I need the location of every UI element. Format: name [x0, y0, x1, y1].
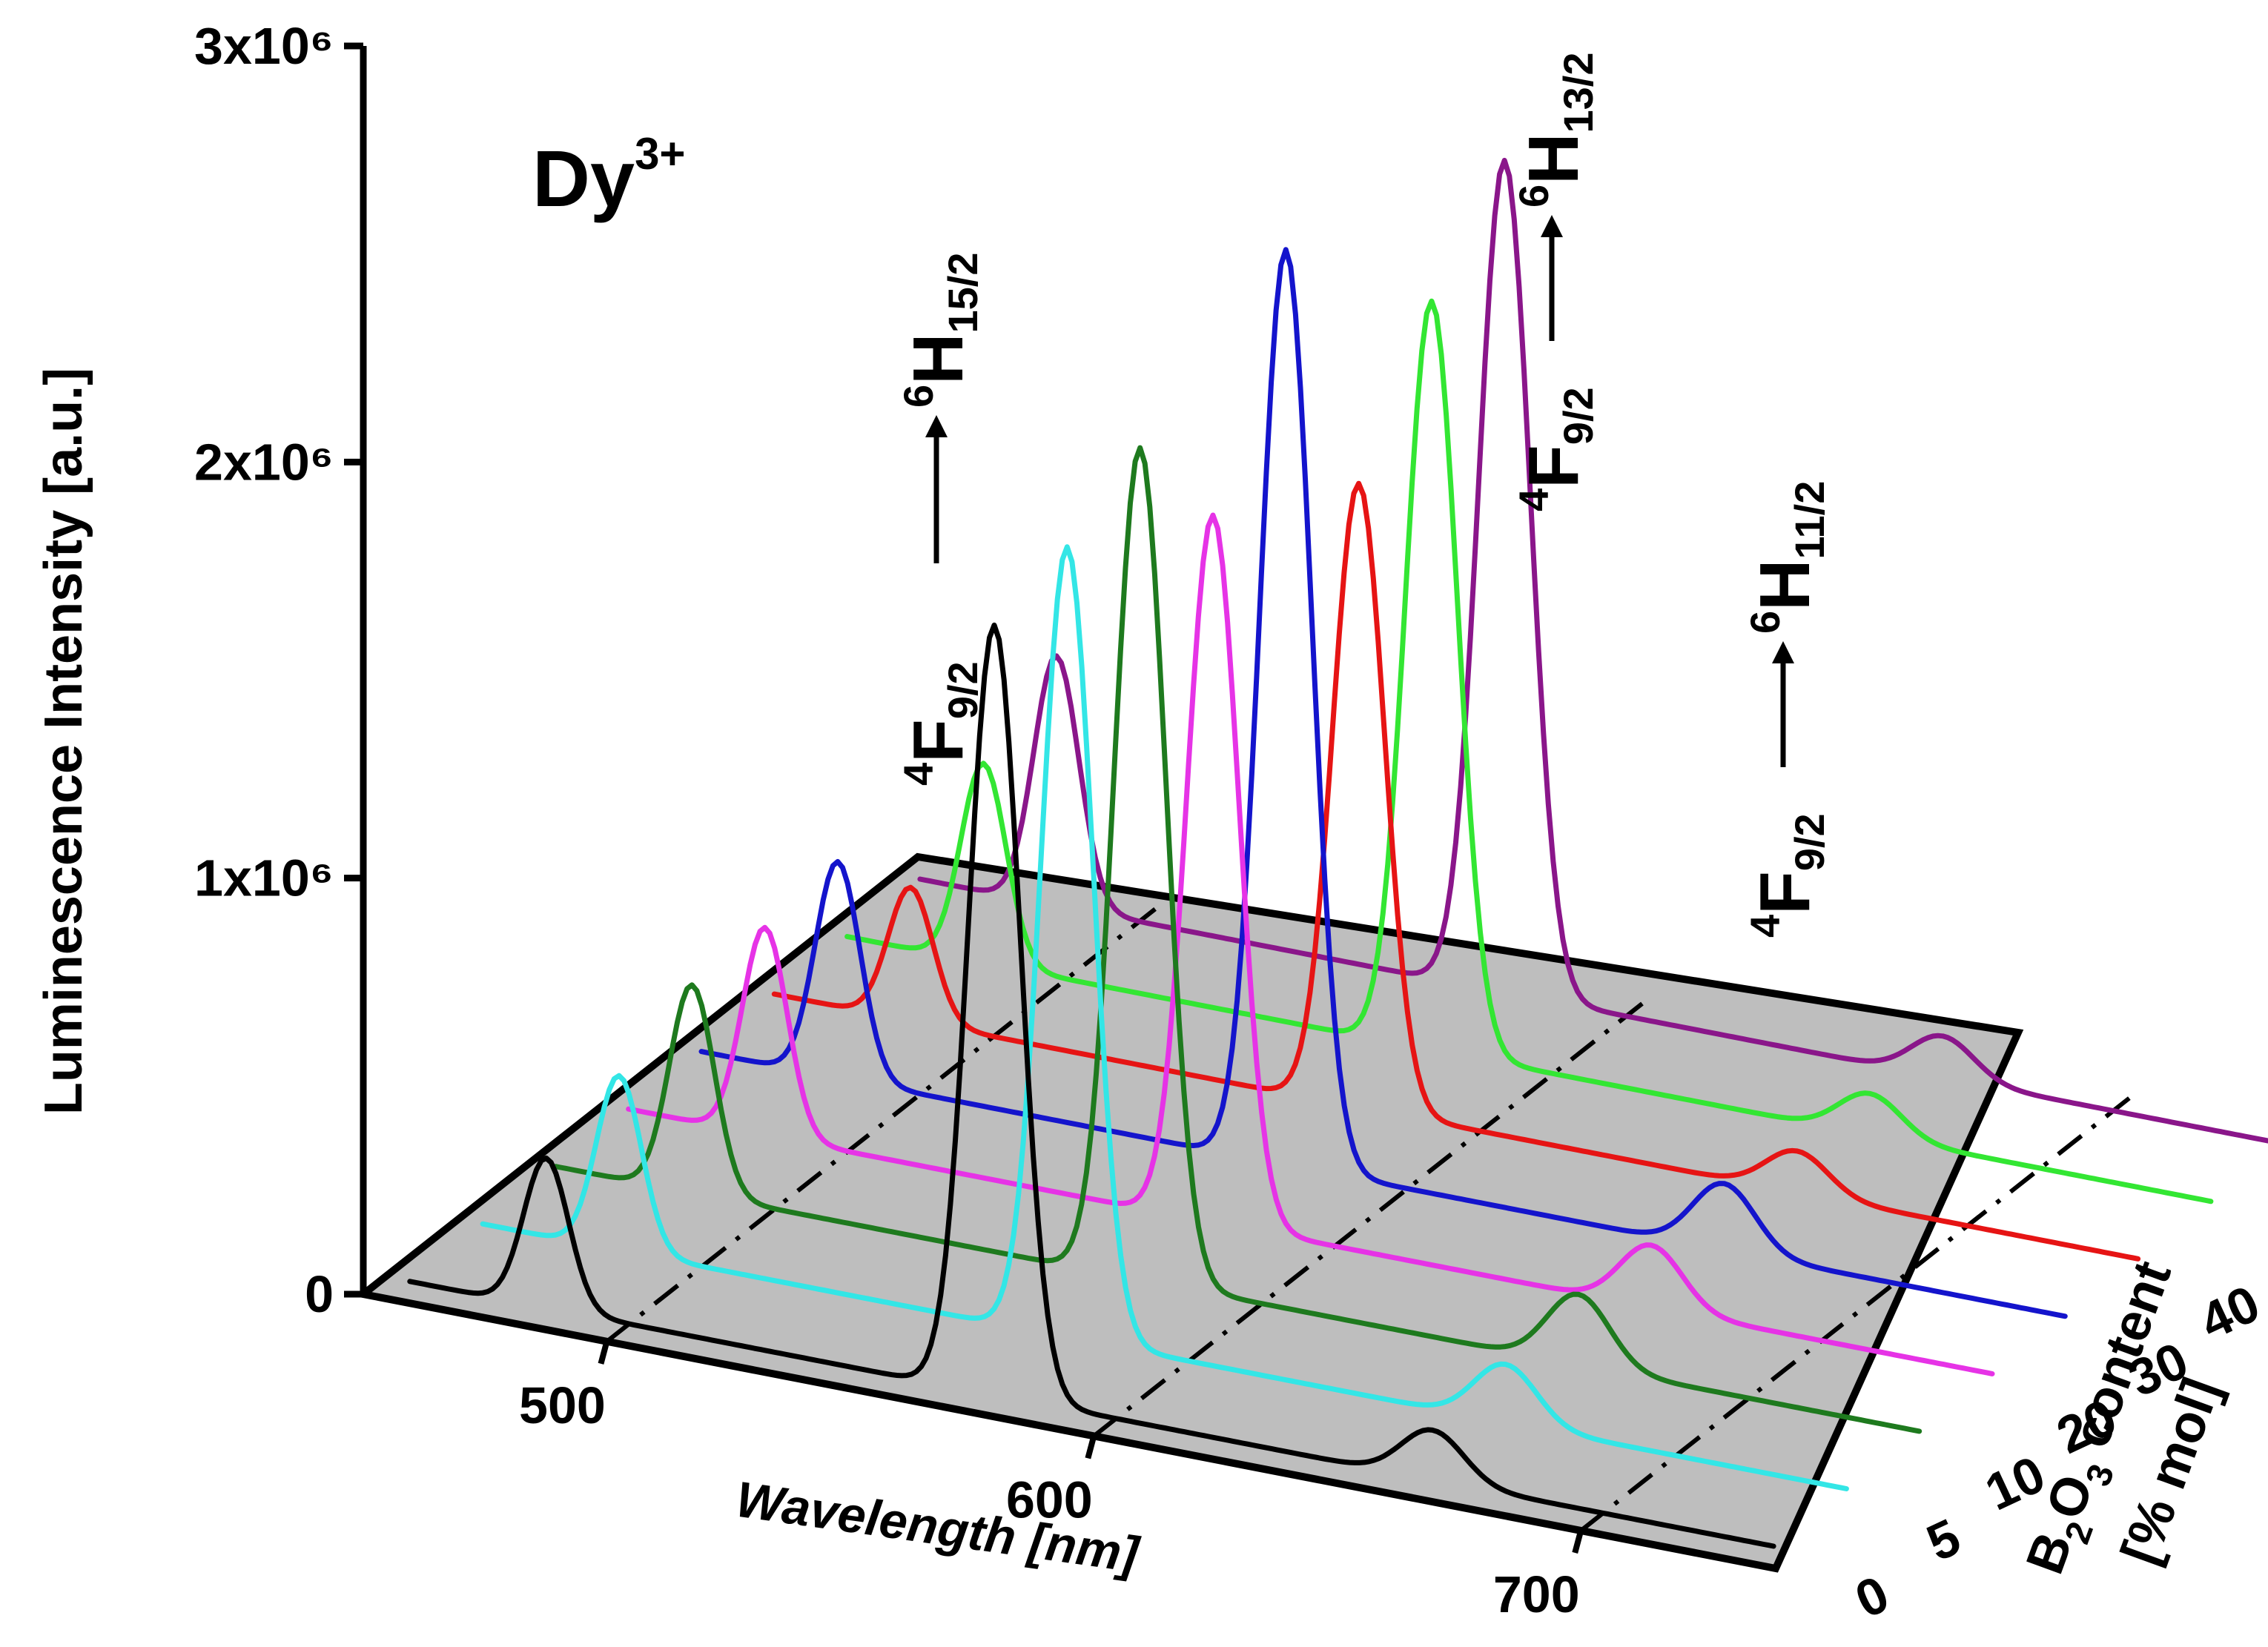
x-tick-label-500: 500	[519, 1376, 606, 1434]
ion-label: Dy3+	[532, 129, 685, 223]
x-tick-label-700: 700	[1493, 1565, 1580, 1623]
y-ticks: 0 1x10⁶ 2x10⁶ 3x10⁶	[194, 17, 363, 1323]
series-30-line	[698, 247, 2068, 1319]
series-50-line	[844, 298, 2214, 1204]
series-0-line	[407, 622, 1776, 1549]
svg-text:4F9/2: 4F9/2	[895, 661, 986, 786]
series-10-line	[552, 445, 1922, 1434]
svg-text:6H15/2: 6H15/2	[895, 253, 986, 408]
floor-plane	[354, 852, 2024, 1573]
z-tick-label-50: 50	[2263, 1217, 2268, 1294]
x-tick-500	[598, 1340, 610, 1365]
z-tick-label-10: 10	[1977, 1445, 2054, 1522]
y-tick-label-0: 0	[305, 1265, 334, 1323]
transition-label-575: 4F9/2 6H13/2	[1510, 53, 1601, 511]
transition-label-483: 4F9/2 6H15/2	[895, 253, 986, 786]
svg-text:4F9/2: 4F9/2	[1510, 387, 1601, 511]
y-tick-label-3: 3x10⁶	[194, 17, 334, 75]
x-tick-600	[1085, 1435, 1097, 1459]
x-ticks: 500 600 700	[519, 1340, 1584, 1623]
series-20-line	[626, 512, 1995, 1376]
series-40-line	[771, 480, 2141, 1262]
y-tick-label-2: 2x10⁶	[194, 433, 334, 491]
x-tick-label-600: 600	[1006, 1471, 1093, 1528]
transition-label-665: 4F9/2 6H11/2	[1742, 481, 1833, 938]
z-tick-label-0: 0	[1847, 1565, 1897, 1629]
spectra	[407, 157, 2268, 1549]
z-tick-label-40: 40	[2192, 1274, 2268, 1351]
series-60-line	[917, 157, 2268, 1144]
y-tick-label-1: 1x10⁶	[194, 849, 334, 907]
svg-text:4F9/2: 4F9/2	[1742, 813, 1833, 938]
z-tick-label-5: 5	[1918, 1508, 1968, 1572]
y-axis-label: Luminescence Intensity [a.u.]	[34, 368, 93, 1115]
svg-text:6H13/2: 6H13/2	[1510, 53, 1601, 208]
x-tick-700	[1572, 1529, 1584, 1554]
svg-text:6H11/2: 6H11/2	[1742, 481, 1833, 634]
series-5-line	[480, 544, 1849, 1491]
